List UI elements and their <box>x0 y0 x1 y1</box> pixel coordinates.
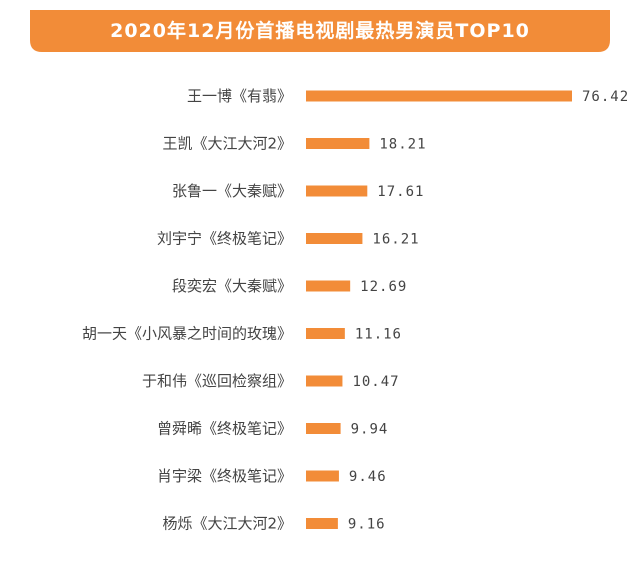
bar-chart: 王一博《有翡》 76.42 王凯《大江大河2》 18.21 张鲁一《大秦赋》 17.61 刘… <box>82 87 629 533</box>
category-label: 曾舜晞《终极笔记》 <box>157 420 292 438</box>
value-label: 10.47 <box>352 374 399 390</box>
category-label: 刘宇宁《终极笔记》 <box>157 230 292 248</box>
value-label: 18.21 <box>379 137 426 153</box>
category-label: 于和伟《巡回检察组》 <box>142 372 292 390</box>
bar <box>306 423 341 434</box>
category-label: 段奕宏《大秦赋》 <box>172 277 292 295</box>
category-label: 杨烁《大江大河2》 <box>162 515 292 533</box>
bar <box>306 90 572 102</box>
bar <box>306 185 368 197</box>
bar <box>306 280 351 292</box>
value-label: 9.94 <box>351 422 389 438</box>
bar <box>306 375 343 387</box>
bar <box>306 328 345 339</box>
value-label: 16.21 <box>372 232 419 248</box>
bar <box>306 233 363 244</box>
value-label: 9.16 <box>348 517 386 533</box>
banner-shape <box>30 10 610 52</box>
category-label: 胡一天《小风暴之时间的玫瑰》 <box>82 325 292 343</box>
category-label: 肖宇梁《终极笔记》 <box>157 467 292 485</box>
value-label: 9.46 <box>349 469 387 485</box>
bar <box>306 138 370 149</box>
category-label: 王一博《有翡》 <box>187 87 292 105</box>
category-label: 张鲁一《大秦赋》 <box>172 182 292 200</box>
value-label: 11.16 <box>355 327 402 343</box>
category-label: 王凯《大江大河2》 <box>162 135 292 153</box>
title-banner: 2020年12月份首播电视剧最热男演员TOP10 <box>30 10 640 60</box>
bar <box>306 518 338 529</box>
value-label: 76.42 <box>582 89 629 105</box>
value-label: 17.61 <box>377 184 424 200</box>
chart-title: 2020年12月份首播电视剧最热男演员TOP10 <box>110 20 530 42</box>
bar <box>306 470 339 482</box>
value-label: 12.69 <box>360 279 407 295</box>
